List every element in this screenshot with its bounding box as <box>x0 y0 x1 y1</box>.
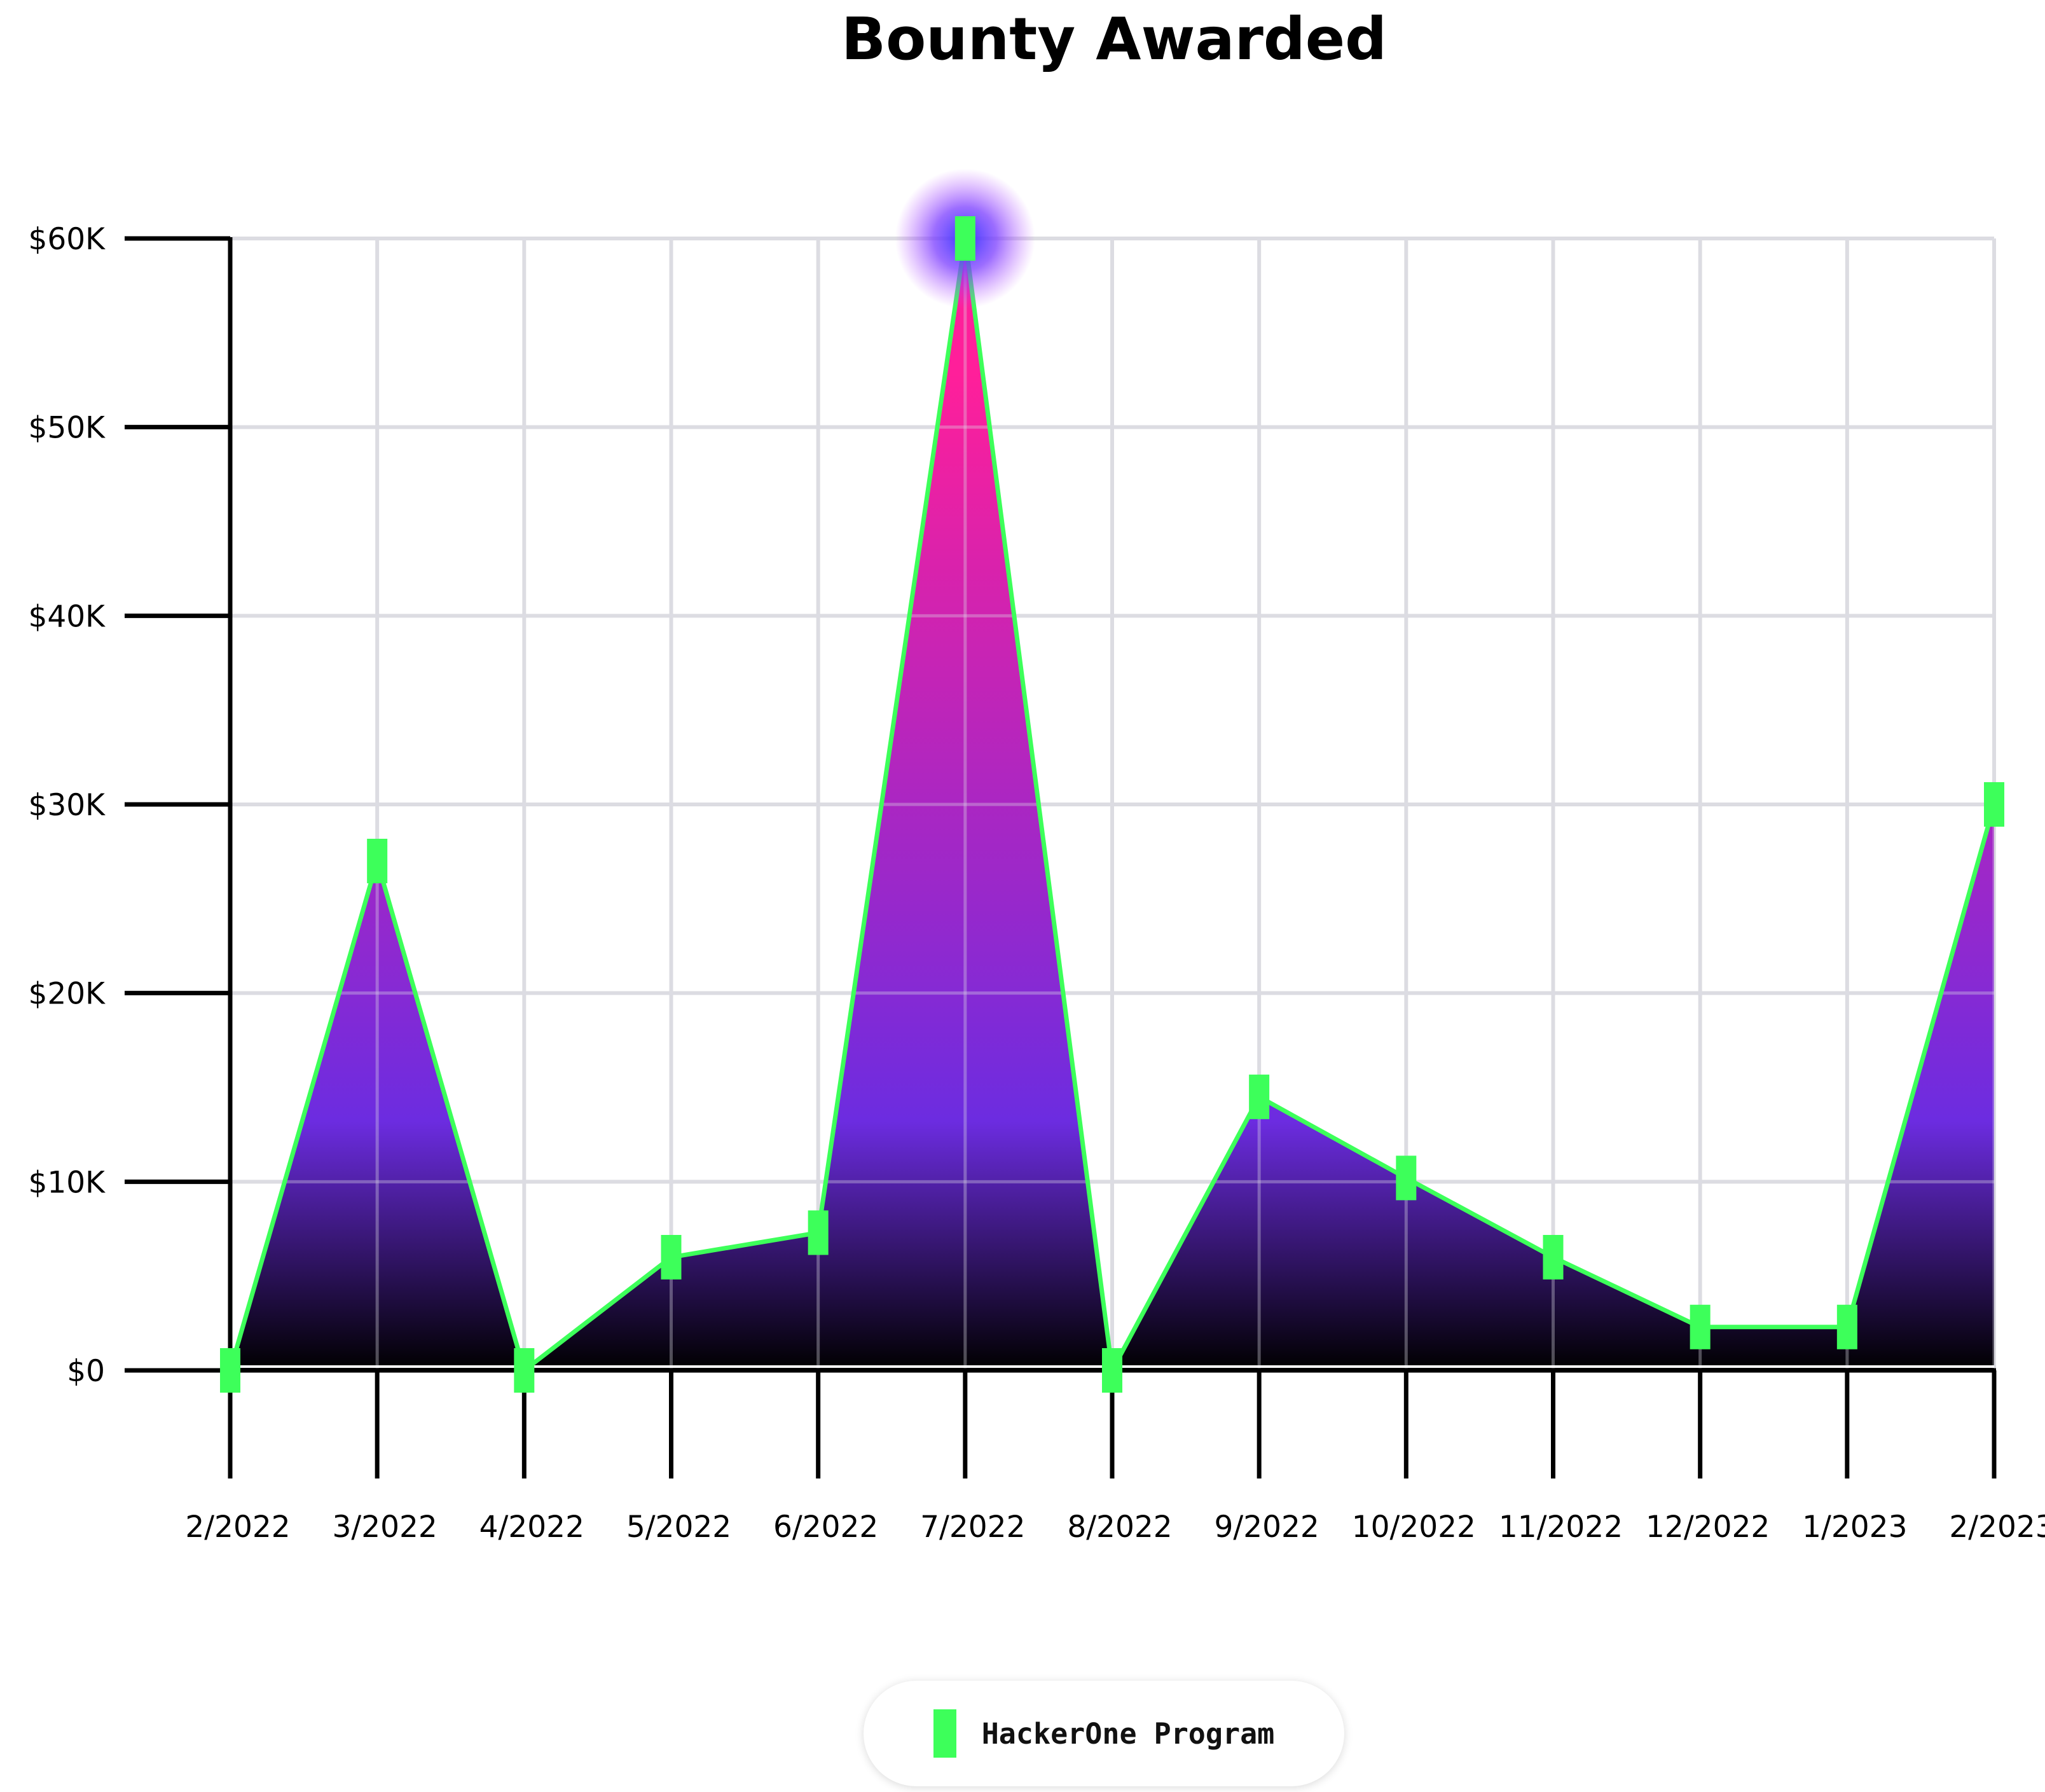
data-point <box>1984 782 2004 827</box>
x-tick-label: 9/2022 <box>1214 1510 1319 1545</box>
area-series <box>228 237 1997 1378</box>
y-tick-label: $60K <box>28 222 106 257</box>
x-tick-label: 2/2023 <box>1949 1510 2045 1545</box>
y-tick-label: $10K <box>28 1165 106 1200</box>
y-tick-label: $50K <box>28 411 106 446</box>
data-point <box>1396 1155 1417 1201</box>
legend-swatch <box>933 1709 956 1758</box>
x-tick-label: 2/2022 <box>185 1510 290 1545</box>
data-point <box>1102 1348 1122 1393</box>
data-point <box>514 1348 535 1393</box>
data-point <box>661 1235 682 1279</box>
data-point <box>1249 1074 1270 1119</box>
y-tick-label: $30K <box>28 788 106 823</box>
y-tick-label: $40K <box>28 599 106 634</box>
y-tick-label: $0 <box>67 1354 105 1389</box>
x-tick-label: 7/2022 <box>920 1510 1025 1545</box>
legend: HackerOne Program <box>864 1681 1344 1786</box>
tick-labels: $0 $10K $20K $30K $40K $50K $60K 2/2022 3/2022 4/… <box>28 222 2045 1545</box>
x-tick-label: 12/2022 <box>1646 1510 1770 1545</box>
data-markers <box>220 169 2004 1393</box>
x-tick-label: 4/2022 <box>479 1510 584 1545</box>
data-point <box>1543 1235 1564 1279</box>
data-point <box>954 216 975 261</box>
x-tick-label: 10/2022 <box>1352 1510 1476 1545</box>
data-point <box>1690 1304 1711 1349</box>
chart-title: Bounty Awarded <box>841 5 1387 73</box>
x-tick-label: 5/2022 <box>626 1510 731 1545</box>
legend-label: HackerOne Program <box>981 1716 1275 1751</box>
x-tick-label: 1/2023 <box>1802 1510 1907 1545</box>
data-point <box>1836 1304 1857 1349</box>
data-point <box>808 1210 829 1255</box>
data-point <box>220 1348 240 1393</box>
x-tick-label: 6/2022 <box>773 1510 878 1545</box>
data-point <box>367 839 388 883</box>
x-tick-label: 3/2022 <box>332 1510 437 1545</box>
x-tick-label: 11/2022 <box>1499 1510 1623 1545</box>
x-tick-label: 8/2022 <box>1067 1510 1172 1545</box>
area-fill <box>230 238 1994 1370</box>
y-tick-label: $20K <box>28 977 106 1012</box>
